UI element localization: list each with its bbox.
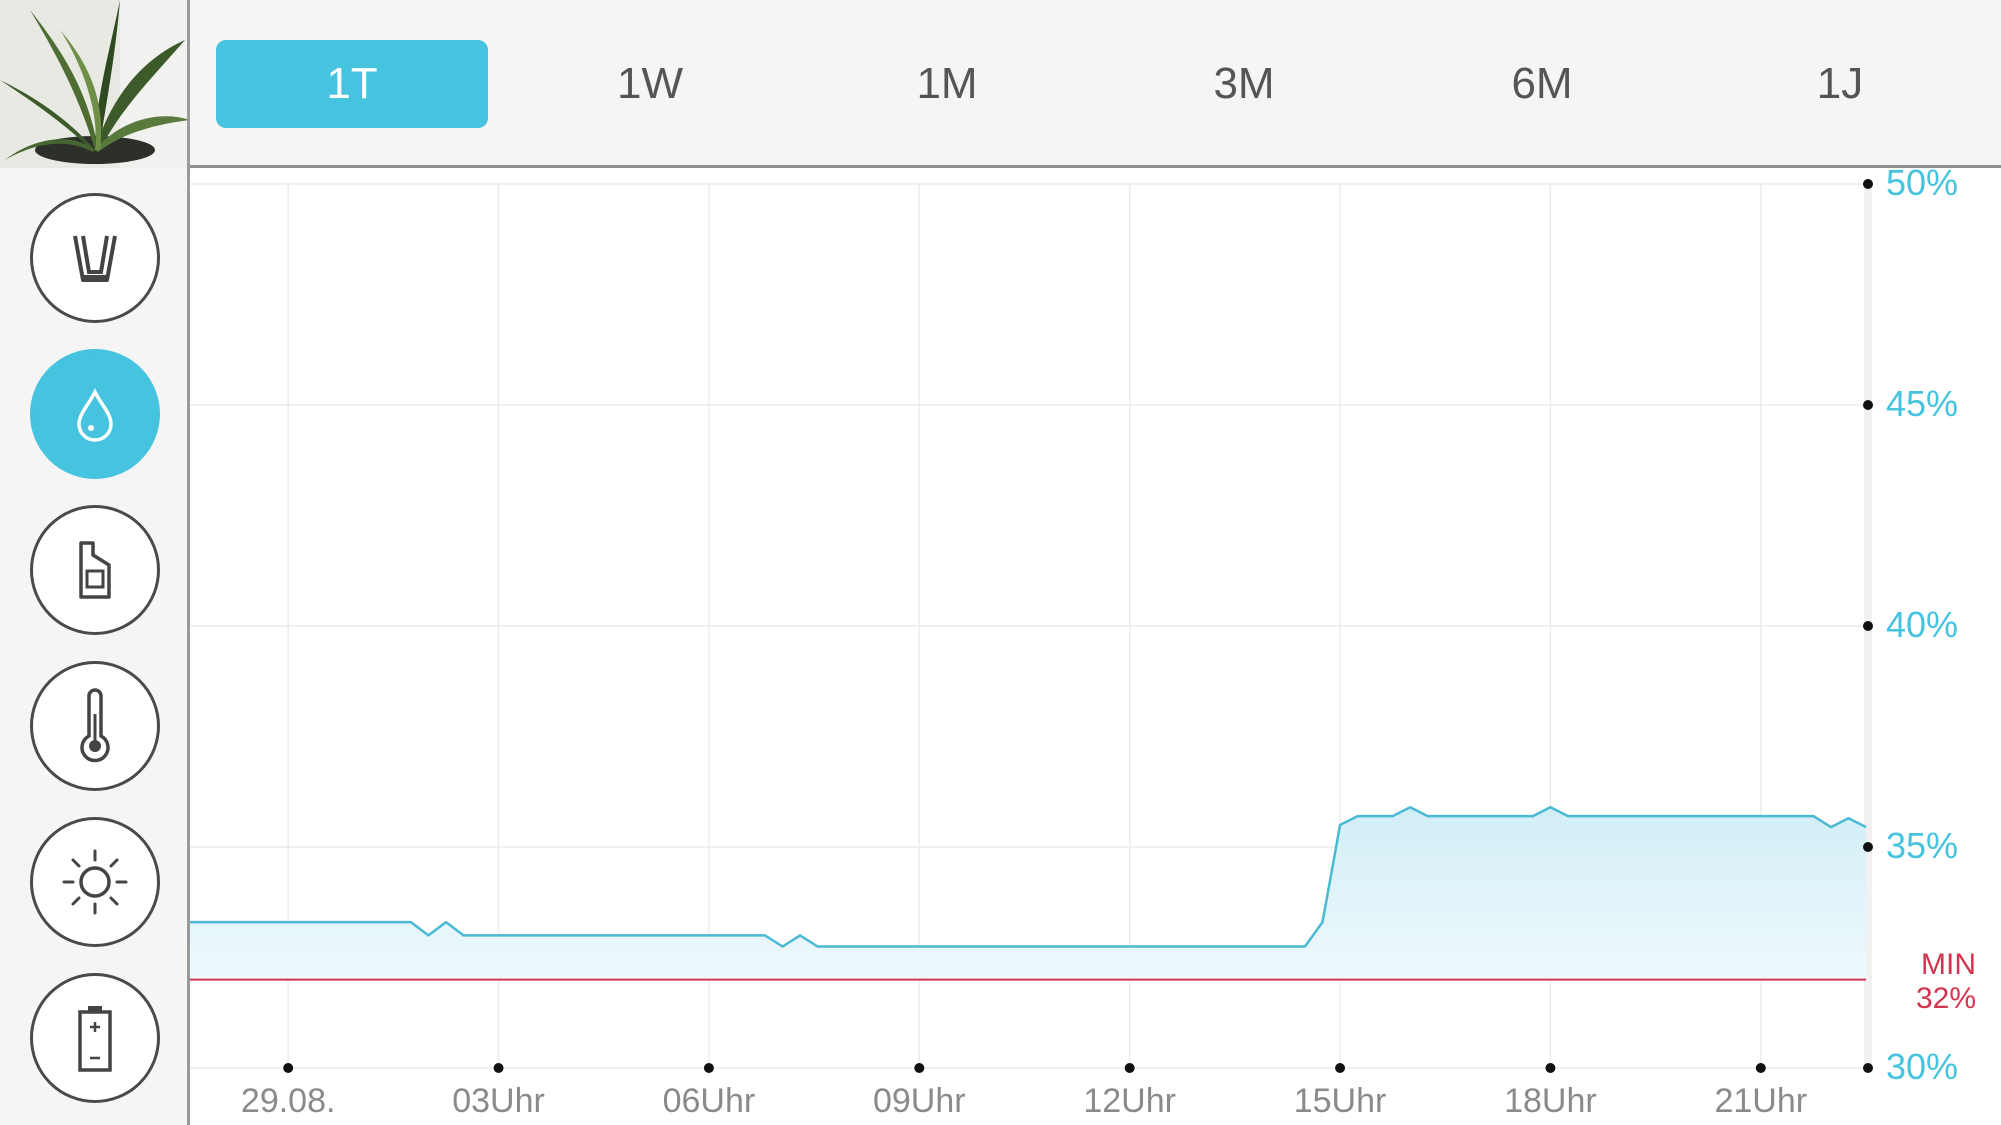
x-tick-label: 18Uhr: [1504, 1082, 1597, 1120]
x-tick-dot: [1755, 1063, 1766, 1073]
period-tabs: 1T 1W 1M 3M 6M 1J: [190, 0, 2001, 168]
x-tick-dot: [703, 1063, 714, 1073]
light-button[interactable]: [30, 817, 160, 947]
pot-button[interactable]: [30, 193, 160, 323]
y-tick-dot: [1863, 1063, 1873, 1073]
y-tick-dot: [1863, 842, 1873, 852]
y-tick-label: 40%: [1886, 604, 1959, 645]
tab-1t[interactable]: 1T: [216, 40, 488, 128]
water-drop-icon: [77, 388, 113, 442]
chart-svg: [190, 179, 1873, 1073]
x-tick-dot: [493, 1063, 504, 1073]
pot-icon: [73, 235, 117, 282]
x-tick-label: 12Uhr: [1083, 1082, 1176, 1120]
min-value-label: 32%: [1915, 982, 1976, 1015]
sun-icon: [62, 849, 128, 915]
battery-icon: [78, 1006, 112, 1072]
tab-6m[interactable]: 6M: [1511, 59, 1573, 108]
x-tick-dot: [1545, 1063, 1556, 1073]
x-tick-dot: [1124, 1063, 1135, 1073]
x-tick-label: 15Uhr: [1293, 1082, 1387, 1120]
thermometer-icon: [80, 688, 110, 763]
y-tick-dot: [1863, 621, 1873, 631]
y-tick-label: 45%: [1886, 383, 1959, 424]
fertilizer-button[interactable]: [30, 505, 160, 635]
battery-button[interactable]: [30, 973, 160, 1103]
x-tick-label: 06Uhr: [662, 1082, 756, 1120]
temperature-button[interactable]: [30, 661, 160, 791]
series-line: [190, 805, 1867, 948]
moisture-chart: 50% 45% 40% 35% 30% 29.08. 03Uhr 06Uhr 09Uhr 12Uh…: [190, 162, 2001, 1125]
x-tick-dot: [283, 1063, 294, 1073]
x-tick-label: 29.08.: [240, 1082, 336, 1120]
x-tick-dot: [1335, 1063, 1346, 1073]
tab-3m[interactable]: 3M: [1213, 59, 1275, 108]
plant-thumbnail[interactable]: [0, 0, 190, 168]
x-tick-dot: [914, 1063, 925, 1073]
series-area: [190, 807, 1866, 980]
x-tick-label: 03Uhr: [452, 1082, 545, 1120]
y-tick-dot: [1863, 179, 1873, 189]
min-threshold-label: MIN 32%: [1800, 948, 1976, 1016]
x-tick-label: 21Uhr: [1714, 1082, 1808, 1120]
plant-image: [0, 0, 187, 168]
y-tick-dot: [1863, 400, 1873, 410]
tab-1w[interactable]: 1W: [617, 59, 683, 108]
y-tick-label: 30%: [1886, 1046, 1959, 1087]
sensor-sidebar: [0, 168, 190, 1125]
y-tick-label: 35%: [1886, 825, 1959, 866]
tab-1j[interactable]: 1J: [1816, 59, 1864, 108]
y-tick-label: 50%: [1886, 162, 1959, 203]
fertilizer-bottle-icon: [79, 541, 111, 599]
min-label: MIN: [1921, 948, 1976, 981]
x-tick-label: 09Uhr: [872, 1082, 966, 1120]
tab-1m[interactable]: 1M: [916, 59, 978, 108]
moisture-button[interactable]: [30, 349, 160, 479]
